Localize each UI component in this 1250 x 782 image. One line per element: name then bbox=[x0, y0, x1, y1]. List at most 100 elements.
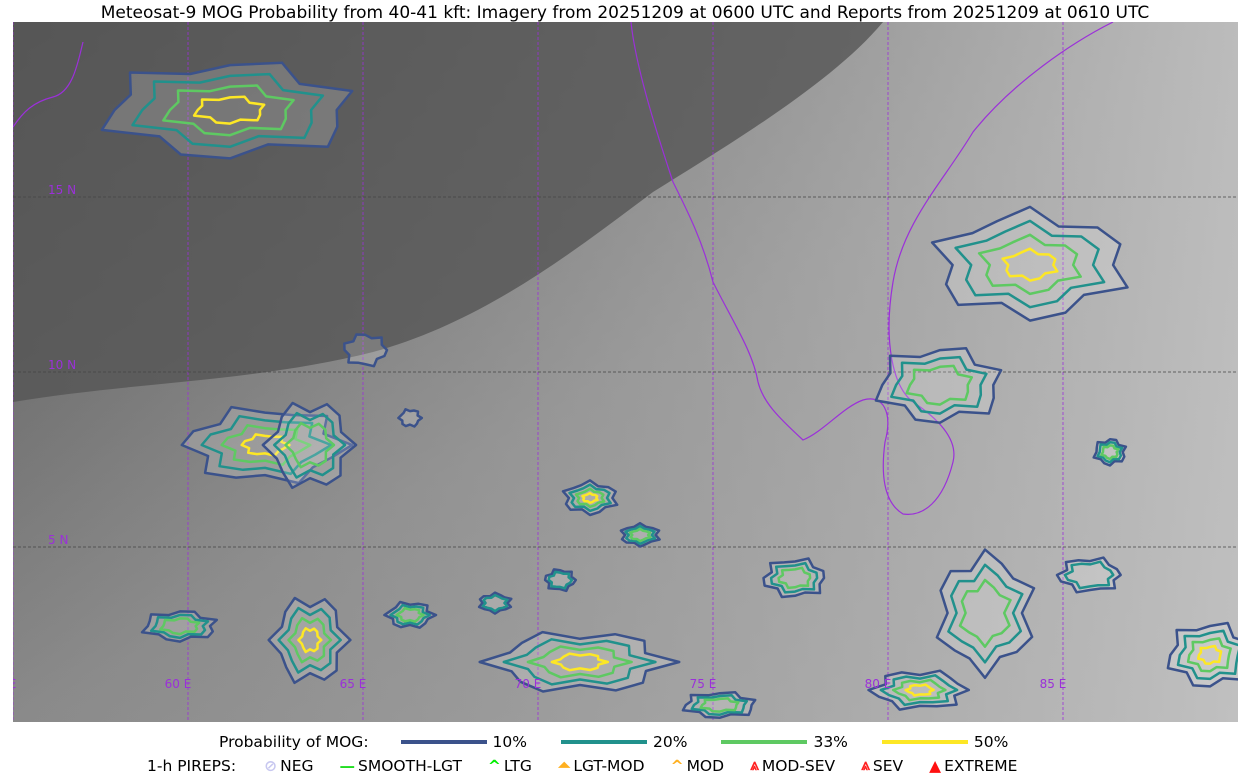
mog-contour-33pct bbox=[699, 697, 740, 713]
probability-legend-item: 20% bbox=[561, 733, 687, 751]
smooth-lgt-icon: — bbox=[339, 756, 356, 775]
mog-contour-20pct bbox=[954, 219, 1106, 309]
longitude-label: 75 E bbox=[690, 677, 717, 691]
lgt-mod-icon: ⏶ bbox=[557, 756, 571, 774]
mog-contour-20pct bbox=[1096, 441, 1124, 464]
mog-contour-20pct bbox=[1063, 560, 1115, 590]
pirep-legend-item: ⩓ MOD-SEV bbox=[750, 756, 835, 775]
mog-contour-20pct bbox=[547, 570, 574, 590]
longitude-label: 70 E bbox=[515, 677, 542, 691]
mog-contour-33pct bbox=[526, 645, 633, 679]
mog-contour-20pct bbox=[568, 483, 612, 513]
mog-contour-33pct bbox=[1100, 444, 1120, 461]
neg-icon: ⊘ bbox=[264, 756, 278, 775]
pireps-legend-label: 1-h PIREPS: bbox=[147, 756, 237, 775]
legend-item-label: EXTREME bbox=[944, 756, 1018, 775]
coastline-arabia bbox=[13, 41, 84, 128]
mog-contour-33pct bbox=[958, 578, 1012, 648]
mog-contour-10pct bbox=[874, 347, 1003, 424]
pirep-legend-item: — SMOOTH-LGT bbox=[340, 756, 462, 775]
mog-contour-20pct bbox=[481, 593, 509, 613]
mog-contour-20pct bbox=[1176, 629, 1238, 681]
line-swatch-icon bbox=[561, 740, 647, 744]
mog-contour-33pct bbox=[162, 84, 295, 137]
probability-legend-item: 33% bbox=[721, 733, 848, 751]
probability-legend-label: Probability of MOG: bbox=[219, 733, 369, 751]
dry-air-region bbox=[13, 22, 883, 402]
satellite-map: 55 E 60 E 65 E 70 E 75 E 80 E 85 E 15 N 10 N 5 N bbox=[13, 22, 1238, 722]
mog-contour-50pct bbox=[550, 652, 610, 672]
ltg-icon: ^ bbox=[487, 756, 501, 775]
longitude-label: 60 E bbox=[165, 677, 192, 691]
legend-item-label: MOD bbox=[686, 756, 725, 775]
mog-contour-20pct bbox=[200, 414, 333, 476]
mog-contour-50pct bbox=[904, 683, 935, 697]
mog-contour-20pct bbox=[624, 524, 657, 546]
mog-contour-33pct bbox=[1186, 637, 1232, 673]
mog-contours bbox=[100, 61, 1238, 719]
graticule bbox=[13, 22, 1238, 722]
mog-contour-50pct bbox=[192, 95, 266, 125]
probability-legend-item: 10% bbox=[400, 733, 527, 751]
mog-contour-20pct bbox=[277, 606, 342, 674]
pirep-legend-item: ^ MOD bbox=[671, 756, 725, 775]
latitude-label: 10 N bbox=[48, 358, 76, 372]
mog-contour-10pct bbox=[397, 408, 424, 428]
mog-contour-10pct bbox=[100, 61, 354, 160]
legend-item-label: NEG bbox=[280, 756, 314, 775]
legend-item-label: MOD-SEV bbox=[761, 756, 836, 775]
pirep-legend-item: ⏶ LGT-MOD bbox=[558, 756, 645, 775]
mod-icon: ^ bbox=[670, 756, 684, 775]
mog-contour-33pct bbox=[284, 421, 336, 469]
probability-legend: Probability of MOG: 10% 20% 33% 50% bbox=[0, 733, 1250, 751]
longitude-label: 85 E bbox=[1040, 677, 1067, 691]
legend-item-label: LGT-MOD bbox=[573, 756, 645, 775]
pirep-legend-item: ⩓ SEV bbox=[861, 756, 903, 775]
legend-item-label: 20% bbox=[653, 733, 688, 751]
pirep-legend-item: ^ LTG bbox=[488, 756, 532, 775]
mog-contour-33pct bbox=[395, 606, 425, 623]
legend-item-label: LTG bbox=[503, 756, 532, 775]
mog-contour-20pct bbox=[879, 674, 959, 707]
latitude-label: 15 N bbox=[48, 183, 76, 197]
coastline-india bbox=[630, 22, 1114, 515]
longitude-label: 55 E bbox=[13, 677, 16, 691]
mog-contour-20pct bbox=[947, 563, 1024, 664]
mog-contour-50pct bbox=[1001, 247, 1059, 282]
mog-contour-33pct bbox=[905, 364, 974, 406]
pireps-legend: 1-h PIREPS: ⊘ NEG — SMOOTH-LGT ^ LTG ⏶ LGT-MOD ^… bbox=[0, 756, 1250, 775]
extreme-icon: ▲ bbox=[929, 756, 942, 775]
mog-contour-50pct bbox=[297, 627, 323, 654]
mog-contour-20pct bbox=[149, 613, 210, 640]
longitude-label: 65 E bbox=[340, 677, 367, 691]
mog-contour-33pct bbox=[220, 424, 312, 467]
mog-contour-33pct bbox=[777, 566, 812, 590]
mog-contour-50pct bbox=[581, 491, 599, 505]
line-swatch-icon bbox=[721, 740, 808, 744]
mog-contour-50pct bbox=[240, 433, 291, 457]
mog-contour-20pct bbox=[890, 355, 988, 415]
line-swatch-icon bbox=[400, 740, 487, 744]
mog-contour-20pct bbox=[769, 561, 819, 594]
mog-contour-20pct bbox=[690, 694, 749, 716]
mog-contour-33pct bbox=[628, 527, 652, 543]
legend-item-label: 50% bbox=[973, 733, 1009, 751]
mog-contour-33pct bbox=[891, 678, 947, 702]
mog-contour-33pct bbox=[159, 617, 201, 636]
mog-contour-33pct bbox=[977, 233, 1082, 296]
mog-contour-20pct bbox=[502, 638, 657, 686]
latitude-label: 5 N bbox=[48, 533, 68, 547]
mog-contour-20pct bbox=[131, 72, 325, 149]
longitude-label: 80 E bbox=[865, 677, 892, 691]
mog-contour-33pct bbox=[287, 616, 333, 664]
line-swatch-icon bbox=[881, 740, 968, 744]
sev-icon: ⩓ bbox=[861, 756, 870, 774]
mog-contour-20pct bbox=[272, 411, 347, 479]
mod-sev-icon: ⩓ bbox=[750, 756, 759, 774]
legend-item-label: 33% bbox=[813, 733, 848, 751]
legend-item-label: 10% bbox=[492, 733, 527, 751]
pirep-legend-item: ▲ EXTREME bbox=[929, 756, 1017, 775]
map-title: Meteosat-9 MOG Probability from 40-41 kf… bbox=[100, 3, 1150, 23]
mog-contour-20pct bbox=[389, 603, 431, 626]
pirep-legend-item: ⊘ NEG bbox=[264, 756, 313, 775]
